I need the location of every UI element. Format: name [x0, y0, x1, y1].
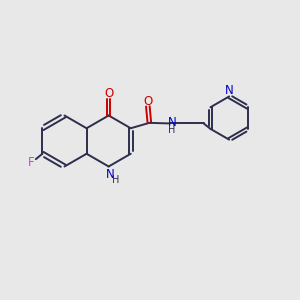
- Text: F: F: [28, 156, 34, 169]
- Text: H: H: [169, 125, 176, 135]
- Text: O: O: [143, 95, 152, 108]
- Text: N: N: [225, 84, 233, 97]
- Text: O: O: [104, 87, 113, 101]
- Text: N: N: [106, 168, 115, 182]
- Text: N: N: [168, 116, 176, 129]
- Text: H: H: [112, 175, 120, 185]
